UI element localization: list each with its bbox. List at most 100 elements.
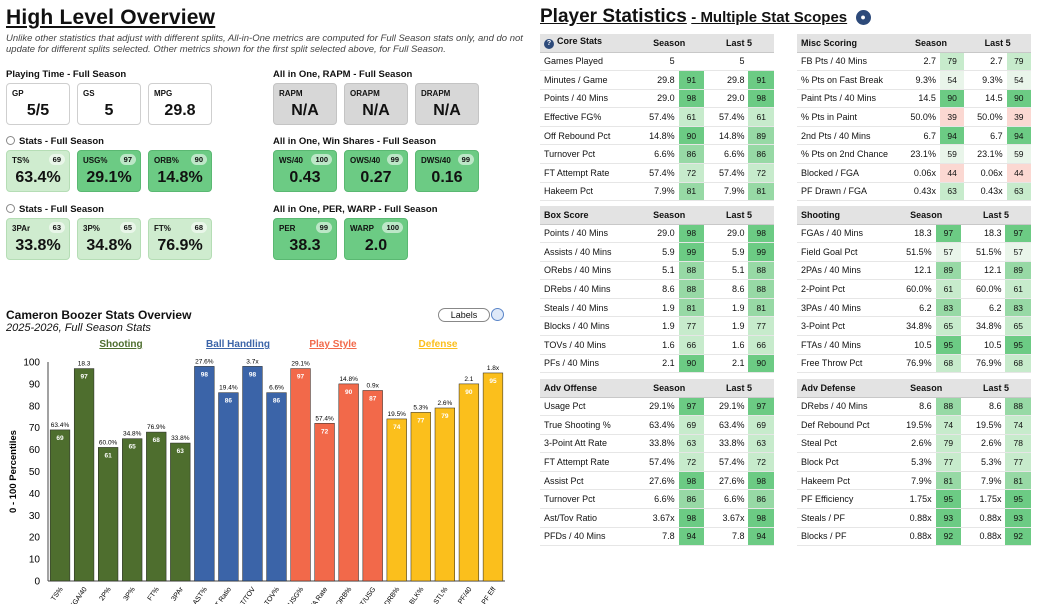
col-last5[interactable]: Last 5 [964, 34, 1031, 53]
stat-percentile: 68 [935, 354, 962, 374]
card-value: 63.4% [15, 169, 61, 186]
stat-name: Steals / 40 Mins [540, 298, 635, 318]
stat-name: 3PAs / 40 Mins [797, 298, 892, 318]
stat-name: % Pts on 2nd Chance [797, 144, 898, 165]
y-tick-label: 20 [29, 533, 41, 544]
stat-value: 50.0% [964, 107, 1007, 127]
col-season[interactable]: Season [634, 206, 705, 225]
bar [98, 447, 119, 582]
stat-percentile: 74 [935, 415, 962, 435]
stat-name: Def Rebound Pct [797, 415, 892, 435]
table-row: Assists / 40 Mins 5.9 99 5.9 99 [540, 242, 774, 262]
card-value: 5 [104, 102, 114, 119]
table-row: 3PAs / 40 Mins 6.2 83 6.2 83 [797, 298, 1031, 318]
col-season[interactable]: Season [891, 206, 962, 225]
stat-percentile: 88 [748, 279, 774, 299]
stat-name: Field Goal Pct [797, 242, 892, 262]
stat-card-gs: GS 5 [77, 83, 141, 125]
stat-name: 3-Point Pct [797, 316, 892, 337]
col-last5[interactable]: Last 5 [704, 379, 774, 398]
y-tick-label: 100 [23, 358, 40, 369]
bar-value-label: 1.8x [487, 365, 500, 372]
labels-toggle[interactable] [491, 308, 504, 321]
bar-percentile-label: 72 [321, 428, 329, 435]
stat-value: 33.8% [634, 434, 679, 454]
stat-value: 5.9 [634, 242, 679, 262]
col-last5[interactable]: Last 5 [961, 206, 1031, 225]
stat-percentile: 90 [748, 354, 774, 374]
x-tick-label: USG% [287, 586, 305, 604]
col-season[interactable]: Season [897, 34, 965, 53]
stat-value: 63.4% [704, 415, 749, 435]
labels-button[interactable]: Labels [438, 308, 490, 322]
bar [73, 368, 95, 582]
stat-percentile: 88 [935, 397, 962, 417]
stats1-radio[interactable] [6, 136, 15, 145]
stat-percentile: 44 [1006, 163, 1031, 183]
stat-value: 29.8 [634, 70, 679, 90]
stat-name: Turnover Pct [540, 144, 635, 165]
stat-value: 5.3% [961, 452, 1006, 472]
card-value: 0.27 [360, 169, 392, 186]
stats-table-advoff: Adv Offense Season Last 5 Usage Pct 29.1% 97 2… [540, 379, 774, 547]
stat-percentile: 86 [748, 489, 774, 510]
stat-value: 6.2 [961, 298, 1006, 318]
stat-value: 29.0 [704, 89, 749, 109]
col-season[interactable]: Season [891, 379, 962, 398]
stat-value: 2.1 [634, 354, 679, 374]
stat-percentile: 66 [678, 335, 705, 355]
stat-value: 29.0 [704, 224, 749, 244]
bar-value-label: 2.1 [464, 376, 473, 383]
card-percentile: 99 [315, 222, 332, 233]
stat-percentile: 63 [939, 182, 965, 202]
stat-percentile [678, 52, 705, 72]
col-last5[interactable]: Last 5 [704, 206, 774, 225]
col-season[interactable]: Season [634, 34, 705, 53]
table-row: Hakeem Pct 7.9% 81 7.9% 81 [540, 182, 774, 202]
card-label: DWS/40 [421, 156, 451, 165]
card-value: 29.8 [164, 102, 196, 119]
stat-name: Effective FG% [540, 107, 635, 127]
card-label: MPG [154, 89, 173, 98]
stat-name: FT Attempt Rate [540, 452, 635, 472]
table-row: Assist Pct 27.6% 98 27.6% 98 [540, 471, 774, 491]
bar-percentile-label: 69 [56, 435, 64, 442]
info-icon[interactable]: ? [544, 39, 554, 50]
bar [434, 407, 455, 582]
stat-name: Paint Pts / 40 Mins [797, 89, 898, 109]
stat-value: 6.7 [964, 126, 1007, 146]
table-row: % Pts on Fast Break 9.3% 54 9.3% 54 [797, 70, 1031, 90]
stat-value: 7.8 [704, 527, 749, 547]
stat-name: PFDs / 40 Mins [540, 527, 635, 547]
stat-percentile: 72 [748, 163, 774, 183]
col-last5[interactable]: Last 5 [704, 34, 774, 53]
stat-percentile: 65 [935, 316, 962, 337]
stat-percentile: 89 [748, 126, 774, 146]
card-value: 38.3 [289, 237, 321, 254]
stats2-radio[interactable] [6, 204, 15, 213]
card-percentile: 90 [190, 154, 207, 165]
stat-value: 1.9 [634, 316, 679, 337]
y-tick-label: 60 [29, 445, 41, 456]
bar [338, 383, 359, 582]
stat-value: 0.88x [891, 508, 936, 528]
col-last5[interactable]: Last 5 [961, 379, 1031, 398]
stats1-label: Stats - Full Season [6, 136, 104, 147]
stat-name: % Pts in Paint [797, 107, 898, 127]
stat-value: 9.3% [897, 70, 940, 90]
stat-percentile: 72 [678, 452, 705, 472]
stat-percentile: 89 [1005, 261, 1031, 281]
stat-card-ws-40: WS/40 100 0.43 [273, 150, 337, 192]
stat-name: Steal Pct [797, 434, 892, 454]
user-icon[interactable]: ● [855, 10, 871, 25]
col-season[interactable]: Season [634, 379, 705, 398]
stat-name: Free Throw Pct [797, 354, 892, 374]
stat-value: 7.9% [961, 471, 1006, 491]
card-label: GP [12, 89, 24, 98]
stat-percentile: 86 [748, 144, 774, 165]
stat-value: 51.5% [891, 242, 936, 262]
stat-value: 6.6% [704, 144, 749, 165]
card-percentile: 68 [190, 222, 207, 233]
bar-value-label: 19.4% [219, 385, 238, 392]
stat-value: 29.0 [634, 224, 679, 244]
